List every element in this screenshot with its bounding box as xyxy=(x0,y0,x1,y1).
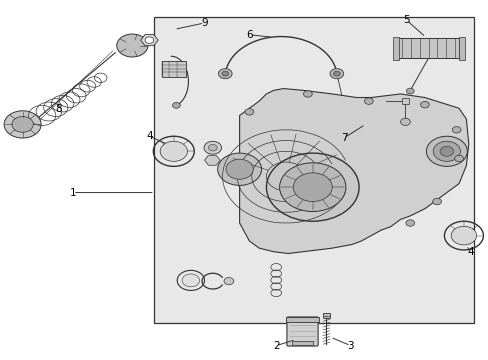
Text: 1: 1 xyxy=(69,188,76,198)
Circle shape xyxy=(12,117,33,132)
Circle shape xyxy=(400,118,409,126)
Bar xyxy=(392,37,398,60)
Circle shape xyxy=(406,88,413,94)
Circle shape xyxy=(117,34,148,57)
Bar xyxy=(401,98,408,104)
Bar xyxy=(397,39,458,58)
Circle shape xyxy=(4,111,41,138)
Circle shape xyxy=(225,159,253,179)
Bar xyxy=(285,317,319,321)
Text: 7: 7 xyxy=(341,133,347,143)
Bar xyxy=(161,61,185,77)
Bar xyxy=(322,313,330,319)
Circle shape xyxy=(182,274,199,287)
Text: 4: 4 xyxy=(146,131,152,141)
Circle shape xyxy=(303,91,312,97)
Text: 4: 4 xyxy=(467,247,473,257)
Circle shape xyxy=(160,141,187,161)
Bar xyxy=(154,17,473,323)
Text: 6: 6 xyxy=(245,30,252,40)
Circle shape xyxy=(439,146,453,156)
Circle shape xyxy=(222,71,228,76)
Circle shape xyxy=(333,71,340,76)
Circle shape xyxy=(426,136,467,166)
Bar xyxy=(292,341,312,345)
Circle shape xyxy=(450,226,476,245)
FancyBboxPatch shape xyxy=(286,317,318,346)
Circle shape xyxy=(217,153,261,185)
Circle shape xyxy=(432,141,460,161)
Circle shape xyxy=(405,220,414,226)
Circle shape xyxy=(454,155,463,162)
Polygon shape xyxy=(239,89,468,253)
Circle shape xyxy=(218,69,232,79)
Text: 3: 3 xyxy=(347,341,353,351)
Text: 9: 9 xyxy=(201,18,207,28)
Text: 8: 8 xyxy=(55,104,61,114)
Circle shape xyxy=(224,278,233,285)
Text: 2: 2 xyxy=(272,341,279,351)
Circle shape xyxy=(145,37,154,43)
Circle shape xyxy=(432,198,441,205)
Circle shape xyxy=(203,141,221,154)
Text: 5: 5 xyxy=(403,15,409,26)
Circle shape xyxy=(208,144,217,151)
Circle shape xyxy=(172,103,180,108)
Circle shape xyxy=(364,98,372,104)
Circle shape xyxy=(266,153,358,221)
Circle shape xyxy=(451,127,460,133)
Circle shape xyxy=(244,109,253,115)
Circle shape xyxy=(293,173,331,202)
Circle shape xyxy=(279,163,345,212)
Circle shape xyxy=(329,69,343,79)
Circle shape xyxy=(420,102,428,108)
Bar xyxy=(458,37,464,60)
